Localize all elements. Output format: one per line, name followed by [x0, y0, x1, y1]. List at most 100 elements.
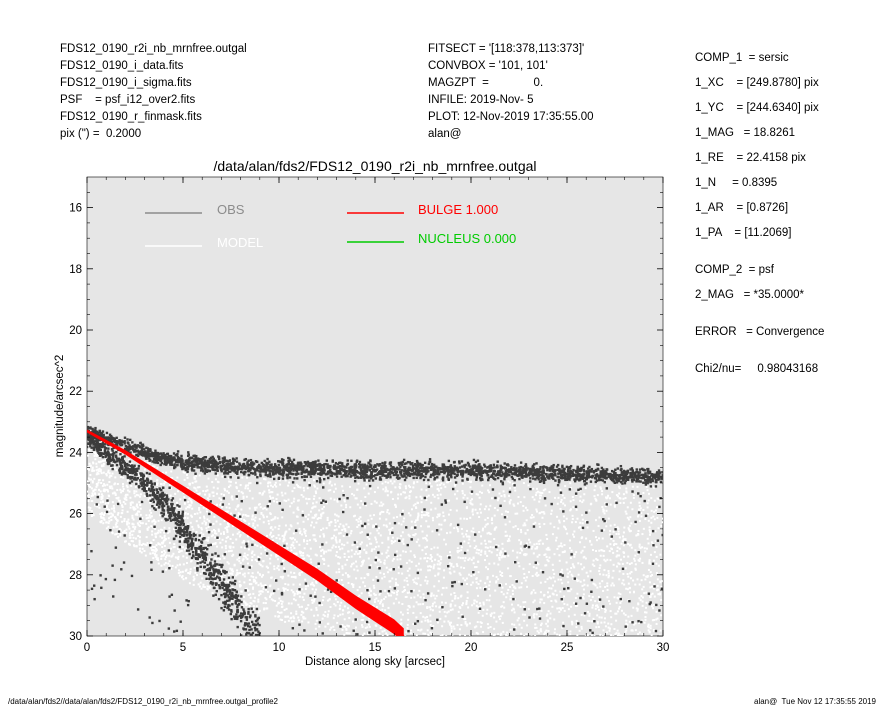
model-point — [548, 548, 551, 551]
model-point — [493, 506, 496, 509]
model-point — [406, 580, 409, 583]
model-point — [426, 557, 429, 560]
model-point — [389, 530, 392, 533]
model-point — [484, 659, 486, 661]
model-point — [262, 492, 265, 495]
model-point — [145, 517, 148, 520]
model-point — [530, 635, 533, 636]
model-point — [499, 573, 502, 576]
model-point — [484, 518, 487, 521]
model-point — [240, 567, 243, 570]
model-point — [581, 584, 584, 587]
model-point — [612, 551, 615, 554]
model-point — [264, 584, 267, 587]
model-point — [553, 618, 556, 621]
model-point — [260, 575, 263, 578]
model-point — [257, 555, 260, 558]
model-point — [642, 585, 645, 588]
model-point — [374, 556, 377, 559]
model-point — [382, 524, 385, 527]
model-point — [586, 652, 588, 654]
model-point — [437, 567, 440, 570]
model-point — [508, 502, 511, 505]
model-point — [179, 550, 182, 553]
model-point — [337, 498, 340, 501]
model-point — [168, 564, 171, 567]
model-point — [304, 515, 307, 518]
obs-point — [374, 474, 377, 477]
model-point — [145, 536, 148, 539]
model-point — [449, 531, 452, 534]
model-point — [413, 556, 416, 559]
model-point — [431, 609, 434, 612]
model-point — [299, 530, 302, 533]
model-point — [348, 617, 351, 620]
model-point — [524, 532, 527, 535]
model-point — [584, 487, 587, 490]
model-point — [183, 478, 186, 481]
model-point — [408, 494, 411, 497]
model-point — [569, 633, 572, 636]
model-point — [497, 544, 500, 547]
model-point — [87, 466, 90, 469]
model-point — [627, 555, 630, 558]
model-point — [297, 484, 300, 487]
model-point — [438, 610, 441, 613]
model-point — [325, 586, 328, 589]
model-point — [504, 661, 506, 663]
model-point — [586, 619, 589, 622]
model-point — [539, 629, 542, 632]
model-point — [318, 509, 321, 512]
model-point — [464, 620, 467, 623]
model-point — [405, 562, 408, 565]
model-point — [252, 592, 255, 595]
model-point — [131, 514, 134, 517]
model-point — [486, 532, 489, 535]
model-point — [213, 532, 216, 535]
model-point — [284, 492, 287, 495]
model-point — [314, 553, 317, 556]
model-point — [539, 494, 542, 497]
model-point — [136, 513, 139, 516]
model-point — [249, 482, 252, 485]
model-point — [503, 493, 506, 496]
model-point — [293, 592, 296, 595]
obs-point — [323, 463, 326, 466]
model-point — [246, 558, 249, 561]
model-point — [553, 496, 556, 499]
model-point — [630, 546, 633, 549]
model-point — [313, 479, 316, 482]
model-point — [124, 502, 127, 505]
model-point — [581, 654, 583, 656]
model-point — [522, 644, 524, 646]
model-point — [215, 545, 218, 548]
model-point — [442, 511, 445, 514]
model-point — [185, 577, 188, 580]
model-point — [308, 539, 311, 542]
model-point — [251, 537, 254, 540]
model-point — [180, 545, 183, 548]
model-point — [513, 486, 516, 489]
model-point — [338, 540, 341, 543]
obs-point — [202, 470, 205, 473]
model-point — [589, 641, 591, 643]
model-point — [516, 502, 519, 505]
model-point — [329, 480, 332, 483]
model-point — [609, 660, 611, 662]
model-point — [356, 552, 359, 555]
model-point — [628, 563, 631, 566]
model-point — [281, 516, 284, 519]
model-point — [367, 557, 370, 560]
model-point — [546, 625, 549, 628]
model-point — [550, 577, 553, 580]
model-point — [603, 617, 606, 620]
model-point — [629, 572, 632, 575]
model-point — [484, 525, 487, 528]
model-point — [95, 485, 98, 488]
model-point — [360, 500, 363, 503]
model-point — [337, 615, 340, 618]
model-point — [304, 587, 307, 590]
model-point — [594, 584, 597, 587]
model-point — [599, 642, 601, 644]
model-point — [619, 558, 622, 561]
